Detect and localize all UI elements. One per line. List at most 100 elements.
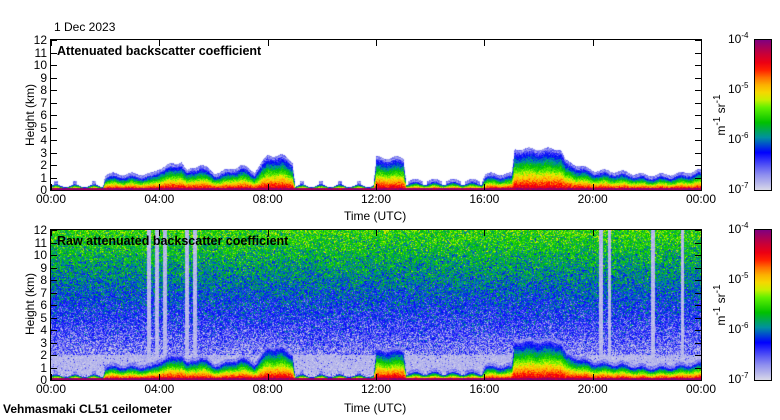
colorbar-tick-label: 10-4 <box>728 221 749 236</box>
x-tick-mark <box>701 230 702 236</box>
y-tick-mark <box>695 317 701 319</box>
y-tick-mark <box>695 305 701 306</box>
colorbar-tick-label: 10-6 <box>728 131 749 146</box>
colorbar-unit-label: m-1 sr-1 <box>712 94 728 136</box>
x-tick-mark <box>51 184 52 190</box>
colorbar-tick-label: 10-6 <box>728 321 749 336</box>
x-tick-mark <box>701 374 702 380</box>
x-tick-label: 04:00 <box>144 382 175 396</box>
y-tick-mark <box>695 330 701 331</box>
panel-title: Attenuated backscatter coefficient <box>57 44 262 58</box>
y-tick-mark <box>695 140 701 141</box>
y-tick-label: 1 <box>40 360 47 375</box>
y-tick-mark <box>51 255 57 256</box>
y-tick-mark <box>51 267 57 269</box>
y-tick-mark <box>51 52 57 54</box>
y-tick-mark <box>51 115 57 116</box>
y-tick-mark <box>695 267 701 269</box>
y-tick-mark <box>695 280 701 281</box>
y-tick-mark <box>51 380 57 381</box>
y-tick-mark <box>51 355 57 356</box>
x-tick-mark <box>267 40 269 46</box>
y-tick-label: 8 <box>40 273 47 287</box>
x-tick-mark <box>51 374 52 380</box>
x-tick-mark <box>701 40 702 46</box>
y-tick-label: 9 <box>40 70 47 85</box>
x-tick-mark <box>376 40 377 46</box>
y-tick-label: 3 <box>40 145 47 160</box>
x-tick-mark <box>701 184 702 190</box>
y-tick-mark <box>695 115 701 116</box>
x-tick-mark <box>484 184 486 190</box>
x-tick-label: 00:00 <box>685 192 717 206</box>
y-tick-label: 1 <box>40 170 47 185</box>
x-tick-label: 16:00 <box>469 192 500 206</box>
y-tick-mark <box>695 355 701 356</box>
y-tick-label: 12 <box>33 223 47 237</box>
y-tick-mark <box>51 342 57 344</box>
y-tick-mark <box>695 190 701 191</box>
y-tick-label: 7 <box>40 285 47 300</box>
y-tick-label: 6 <box>40 298 47 312</box>
x-axis-label: Time (UTC) <box>344 209 407 223</box>
x-tick-label: 20:00 <box>577 192 608 206</box>
y-tick-label: 10 <box>33 58 47 72</box>
x-tick-label: 00:00 <box>35 192 67 206</box>
x-tick-mark <box>376 230 377 236</box>
x-tick-mark <box>484 40 486 46</box>
y-tick-label: 2 <box>40 158 47 172</box>
y-tick-label: 4 <box>40 133 47 147</box>
y-axis-label: Height (km) <box>23 273 37 336</box>
date-label: 1 Dec 2023 <box>54 20 116 34</box>
y-tick-mark <box>51 165 57 166</box>
y-tick-mark <box>51 152 57 154</box>
y-tick-label: 11 <box>34 235 47 250</box>
x-tick-mark <box>159 230 161 236</box>
y-tick-label: 2 <box>40 348 47 362</box>
colorbar-tick-label: 10-7 <box>728 371 749 386</box>
x-axis-label: Time (UTC) <box>344 401 407 415</box>
y-tick-mark <box>695 90 701 91</box>
y-tick-mark <box>695 152 701 154</box>
y-tick-mark <box>51 367 57 369</box>
x-tick-mark <box>484 230 486 236</box>
y-tick-label: 9 <box>40 260 47 275</box>
colorbar-tick-label: 10-5 <box>728 81 749 96</box>
y-tick-mark <box>695 102 701 104</box>
y-tick-mark <box>51 65 57 66</box>
panel-title: Raw attenuated backscatter coefficient <box>57 234 289 248</box>
y-tick-mark <box>695 380 701 381</box>
x-tick-label: 04:00 <box>144 192 175 206</box>
x-tick-mark <box>592 374 594 380</box>
x-tick-mark <box>267 184 269 190</box>
x-tick-mark <box>159 374 161 380</box>
y-tick-mark <box>695 255 701 256</box>
y-tick-mark <box>695 127 701 129</box>
y-tick-label: 5 <box>40 310 47 325</box>
raw-backscatter-heatmap <box>51 230 701 380</box>
y-tick-mark <box>695 165 701 166</box>
x-tick-mark <box>159 40 161 46</box>
y-tick-mark <box>51 102 57 104</box>
y-tick-mark <box>51 127 57 129</box>
y-tick-mark <box>695 52 701 54</box>
x-tick-label: 08:00 <box>252 382 283 396</box>
y-tick-label: 5 <box>40 120 47 135</box>
y-tick-label: 11 <box>34 45 47 60</box>
x-tick-mark <box>267 374 269 380</box>
y-tick-label: 0 <box>40 373 47 387</box>
y-tick-mark <box>695 77 701 79</box>
backscatter-heatmap <box>51 40 701 190</box>
x-tick-mark <box>484 374 486 380</box>
x-tick-mark <box>159 184 161 190</box>
y-tick-mark <box>51 305 57 306</box>
y-tick-mark <box>695 342 701 344</box>
y-tick-label: 12 <box>33 33 47 47</box>
y-tick-mark <box>695 230 701 231</box>
x-tick-label: 00:00 <box>35 382 67 396</box>
y-tick-mark <box>695 65 701 66</box>
x-tick-mark <box>376 184 377 190</box>
x-tick-mark <box>51 40 52 46</box>
y-tick-mark <box>51 280 57 281</box>
